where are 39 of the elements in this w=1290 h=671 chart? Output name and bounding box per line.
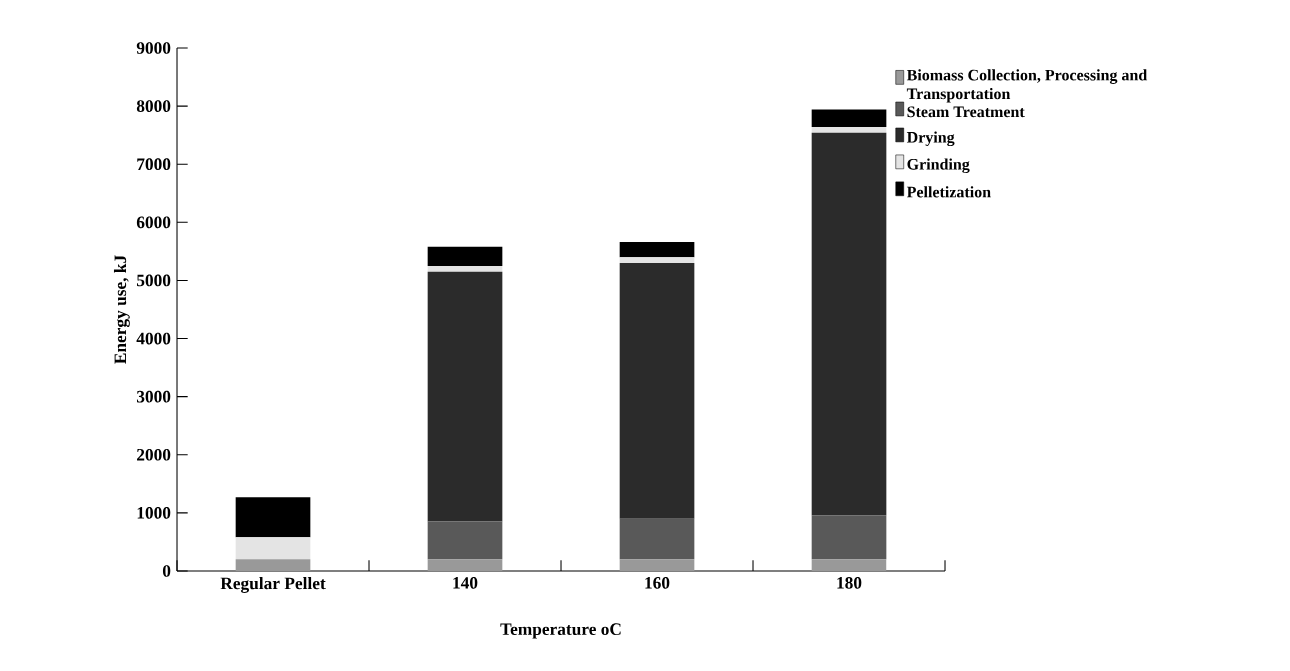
- bar: [619, 263, 695, 519]
- x-axis-title: Temperature oC: [500, 623, 621, 639]
- legend-label: Biomass Collection, Processing and Transportation: [906, 69, 1148, 103]
- y-tick-label: 5000: [136, 274, 171, 287]
- x-tick-label: 140: [453, 577, 478, 589]
- y-tick-label: 6000: [136, 216, 171, 229]
- bar: [811, 127, 887, 133]
- y-tick-label: 4000: [136, 332, 171, 345]
- bar: [427, 559, 503, 571]
- legend-label: Steam Treatment: [907, 106, 1025, 118]
- bar: [235, 537, 311, 560]
- x-tick-label: 180: [837, 577, 862, 589]
- y-tick-label: 3000: [136, 390, 171, 403]
- bar: [427, 246, 503, 266]
- legend-label: Grinding: [907, 158, 970, 174]
- bar: [811, 109, 887, 128]
- bar: [619, 257, 695, 263]
- bar: [811, 559, 887, 571]
- x-tick-label: 160: [645, 577, 670, 589]
- bar: [235, 559, 311, 571]
- bar: [427, 265, 503, 272]
- legend-label: Pelletization: [906, 186, 991, 198]
- bar: [811, 515, 887, 560]
- y-tick-label: 9000: [136, 42, 171, 54]
- bar: [235, 497, 311, 538]
- y-tick-label: 2000: [137, 448, 171, 461]
- bar: [427, 271, 503, 522]
- bar: [619, 242, 695, 258]
- y-axis-title: Energy use, kJ: [113, 255, 130, 364]
- y-tick-label: 0: [162, 565, 171, 577]
- x-tick-label: Regular Pellet: [220, 577, 326, 593]
- bar: [811, 132, 887, 516]
- legend-label: Drying: [906, 131, 955, 147]
- y-tick-label: 1000: [137, 507, 171, 519]
- y-tick-label: 8000: [136, 100, 171, 112]
- bar: [619, 559, 695, 571]
- bar: [427, 521, 503, 560]
- bar: [619, 518, 695, 560]
- y-tick-label: 7000: [137, 158, 171, 171]
